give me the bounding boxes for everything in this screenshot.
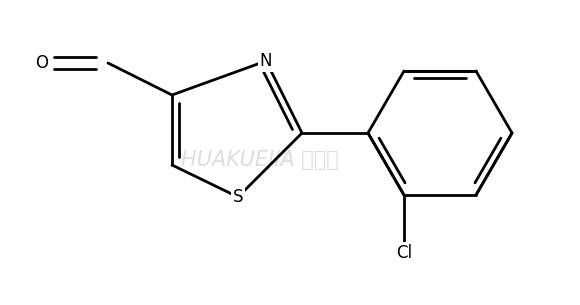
Text: S: S [233,188,243,206]
Text: O: O [35,54,49,72]
Text: HUAKUEJIA 化学加: HUAKUEJIA 化学加 [181,150,339,170]
Text: Cl: Cl [396,244,412,262]
Text: N: N [260,52,272,70]
